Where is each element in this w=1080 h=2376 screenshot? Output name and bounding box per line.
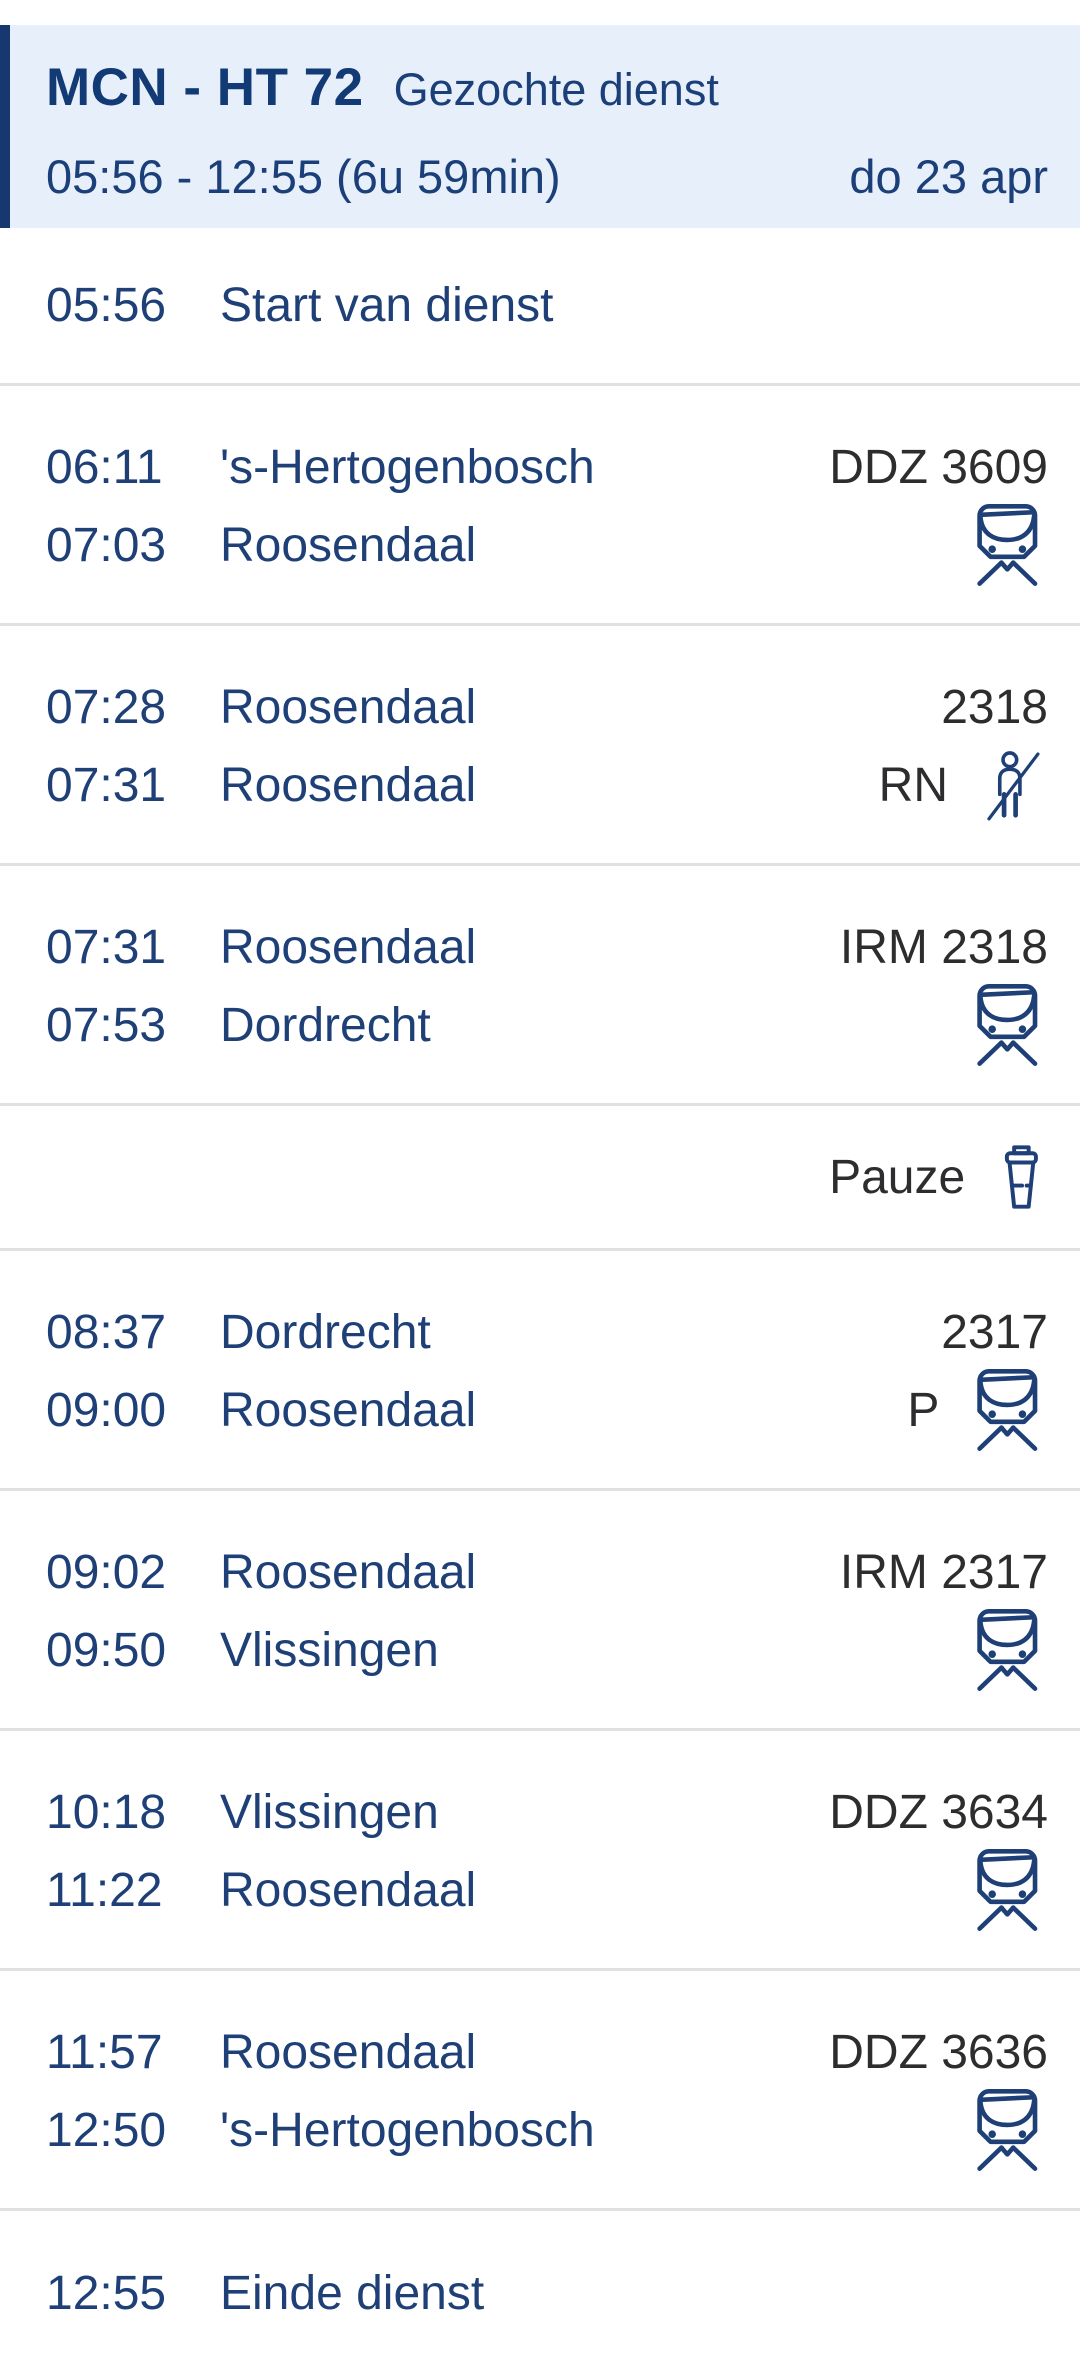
trip-arrival-line: 12:50 's-Hertogenbosch — [46, 2089, 1048, 2171]
train-icon — [967, 504, 1048, 586]
departure-station: Vlissingen — [220, 1785, 439, 1839]
arrival-time: 09:50 — [46, 1623, 167, 1677]
arrival-time: 07:03 — [46, 518, 167, 572]
trip-status-cell — [967, 504, 1048, 586]
trip-arrival-line: 09:00 Roosendaal P — [46, 1369, 1048, 1451]
arrival-time: 12:50 — [46, 2103, 167, 2157]
event-label: Einde dienst — [220, 2267, 485, 2320]
departure-time: 10:18 — [46, 1785, 167, 1839]
arrival-time: 07:31 — [46, 758, 167, 812]
train-icon — [967, 1849, 1048, 1931]
trip-arrival-line: 07:03 Roosendaal — [46, 504, 1048, 586]
trip-row[interactable]: 09:02 Roosendaal IRM 2317 09:50 Vlissingen — [0, 1491, 1080, 1731]
trip-arrival-line: 09:50 Vlissingen — [46, 1609, 1048, 1691]
trip-train-cell: 2317 — [941, 1305, 1048, 1360]
arrival-station: Roosendaal — [220, 1863, 477, 1917]
trip-arrival-line: 07:53 Dordrecht — [46, 984, 1048, 1066]
trip-status-cell: P — [907, 1369, 1048, 1451]
pause-label: Pauze — [829, 1150, 966, 1204]
arrival-time: 11:22 — [46, 1863, 163, 1917]
trip-arrival-line: 11:22 Roosendaal — [46, 1849, 1048, 1931]
departure-time: 07:28 — [46, 680, 167, 734]
train-number: 2318 — [941, 680, 1048, 734]
train-icon — [967, 1369, 1048, 1451]
trip-badge: P — [907, 1383, 940, 1437]
trip-row[interactable]: 07:31 Roosendaal IRM 2318 07:53 Dordrecht — [0, 866, 1080, 1106]
arrival-time: 07:53 — [46, 998, 167, 1052]
arrival-station: Vlissingen — [220, 1623, 439, 1677]
trip-status-cell — [967, 2089, 1048, 2171]
trip-departure-line: 09:02 Roosendaal IRM 2317 — [46, 1533, 1048, 1611]
departure-time: 06:11 — [46, 440, 163, 494]
arrival-station: Roosendaal — [220, 1383, 477, 1437]
duty-header: MCN - HT 72 Gezochte dienst 05:56 - 12:5… — [0, 25, 1080, 228]
departure-time: 09:02 — [46, 1545, 167, 1599]
duty-type-label: Gezochte dienst — [393, 64, 719, 115]
duty-code: MCN - HT 72 — [46, 58, 364, 117]
train-number: DDZ 3634 — [829, 1785, 1048, 1839]
duty-start-row: 05:56 Start van dienst — [0, 228, 1080, 386]
departure-station: Roosendaal — [220, 2025, 477, 2079]
trip-status-cell — [967, 1609, 1048, 1691]
trip-departure-line: 06:11 's-Hertogenbosch DDZ 3609 — [46, 428, 1048, 506]
train-icon — [967, 984, 1048, 1066]
trip-arrival-line: 07:31 Roosendaal RN — [46, 746, 1048, 824]
departure-time: 11:57 — [46, 2025, 163, 2079]
trip-departure-line: 11:57 Roosendaal DDZ 3636 — [46, 2013, 1048, 2091]
train-number: IRM 2317 — [839, 1545, 1048, 1599]
train-number: DDZ 3609 — [829, 440, 1048, 494]
arrival-station: Roosendaal — [220, 758, 477, 812]
trip-train-cell: DDZ 3636 — [829, 2025, 1048, 2080]
no-passengers-icon — [976, 751, 1048, 821]
trip-status-cell: RN — [878, 751, 1048, 821]
duty-date: do 23 apr — [849, 150, 1048, 203]
trip-status-cell — [967, 984, 1048, 1066]
train-number: IRM 2318 — [839, 920, 1048, 974]
trip-train-cell: IRM 2318 — [840, 920, 1048, 975]
arrival-station: 's-Hertogenbosch — [220, 2103, 595, 2157]
trip-row[interactable]: 07:28 Roosendaal 2318 07:31 Roosendaal RN — [0, 626, 1080, 866]
duty-schedule-list[interactable]: 05:56 Start van dienst 06:11 's-Hertogenbos… — [0, 228, 1080, 2376]
trip-badge: RN — [878, 758, 948, 812]
trip-row[interactable]: 11:57 Roosendaal DDZ 3636 12:50 's-Hertogenb… — [0, 1971, 1080, 2211]
train-number: 2317 — [941, 1305, 1048, 1359]
train-number: DDZ 3636 — [829, 2025, 1048, 2079]
duty-time-range: 05:56 - 12:55 (6u 59min) — [46, 150, 561, 203]
arrival-time: 09:00 — [46, 1383, 167, 1437]
departure-station: Roosendaal — [220, 1545, 477, 1599]
trip-departure-line: 07:31 Roosendaal IRM 2318 — [46, 908, 1048, 986]
departure-station: Roosendaal — [220, 920, 477, 974]
trip-row[interactable]: 10:18 Vlissingen DDZ 3634 11:22 Roosendaal — [0, 1731, 1080, 1971]
departure-station: Roosendaal — [220, 680, 477, 734]
event-label: Start van dienst — [220, 279, 554, 332]
trip-status-cell — [967, 1849, 1048, 1931]
train-icon — [967, 1609, 1048, 1691]
trip-row[interactable]: 06:11 's-Hertogenbosch DDZ 3609 07:03 Roosen… — [0, 386, 1080, 626]
trip-train-cell: DDZ 3609 — [829, 440, 1048, 495]
duty-end-row: 12:55 Einde dienst — [0, 2211, 1080, 2376]
trip-departure-line: 08:37 Dordrecht 2317 — [46, 1293, 1048, 1371]
departure-time: 07:31 — [46, 920, 167, 974]
trip-train-cell: IRM 2317 — [840, 1545, 1048, 1600]
trip-train-cell: DDZ 3634 — [829, 1785, 1048, 1840]
trip-train-cell: 2318 — [941, 680, 1048, 735]
train-icon — [967, 2089, 1048, 2171]
trip-departure-line: 07:28 Roosendaal 2318 — [46, 668, 1048, 746]
duty-header-line2: 05:56 - 12:55 (6u 59min) do 23 apr — [46, 149, 1048, 204]
duty-header-line1: MCN - HT 72 Gezochte dienst — [46, 57, 1048, 118]
pause-row: Pauze — [0, 1106, 1080, 1251]
trip-departure-line: 10:18 Vlissingen DDZ 3634 — [46, 1773, 1048, 1851]
departure-station: Dordrecht — [220, 1305, 431, 1359]
event-time: 05:56 — [46, 279, 167, 332]
arrival-station: Dordrecht — [220, 998, 431, 1052]
event-time: 12:55 — [46, 2267, 167, 2320]
coffee-cup-icon — [995, 1144, 1048, 1210]
departure-time: 08:37 — [46, 1305, 167, 1359]
trip-row[interactable]: 08:37 Dordrecht 2317 09:00 Roosendaal P — [0, 1251, 1080, 1491]
departure-station: 's-Hertogenbosch — [220, 440, 595, 494]
arrival-station: Roosendaal — [220, 518, 477, 572]
